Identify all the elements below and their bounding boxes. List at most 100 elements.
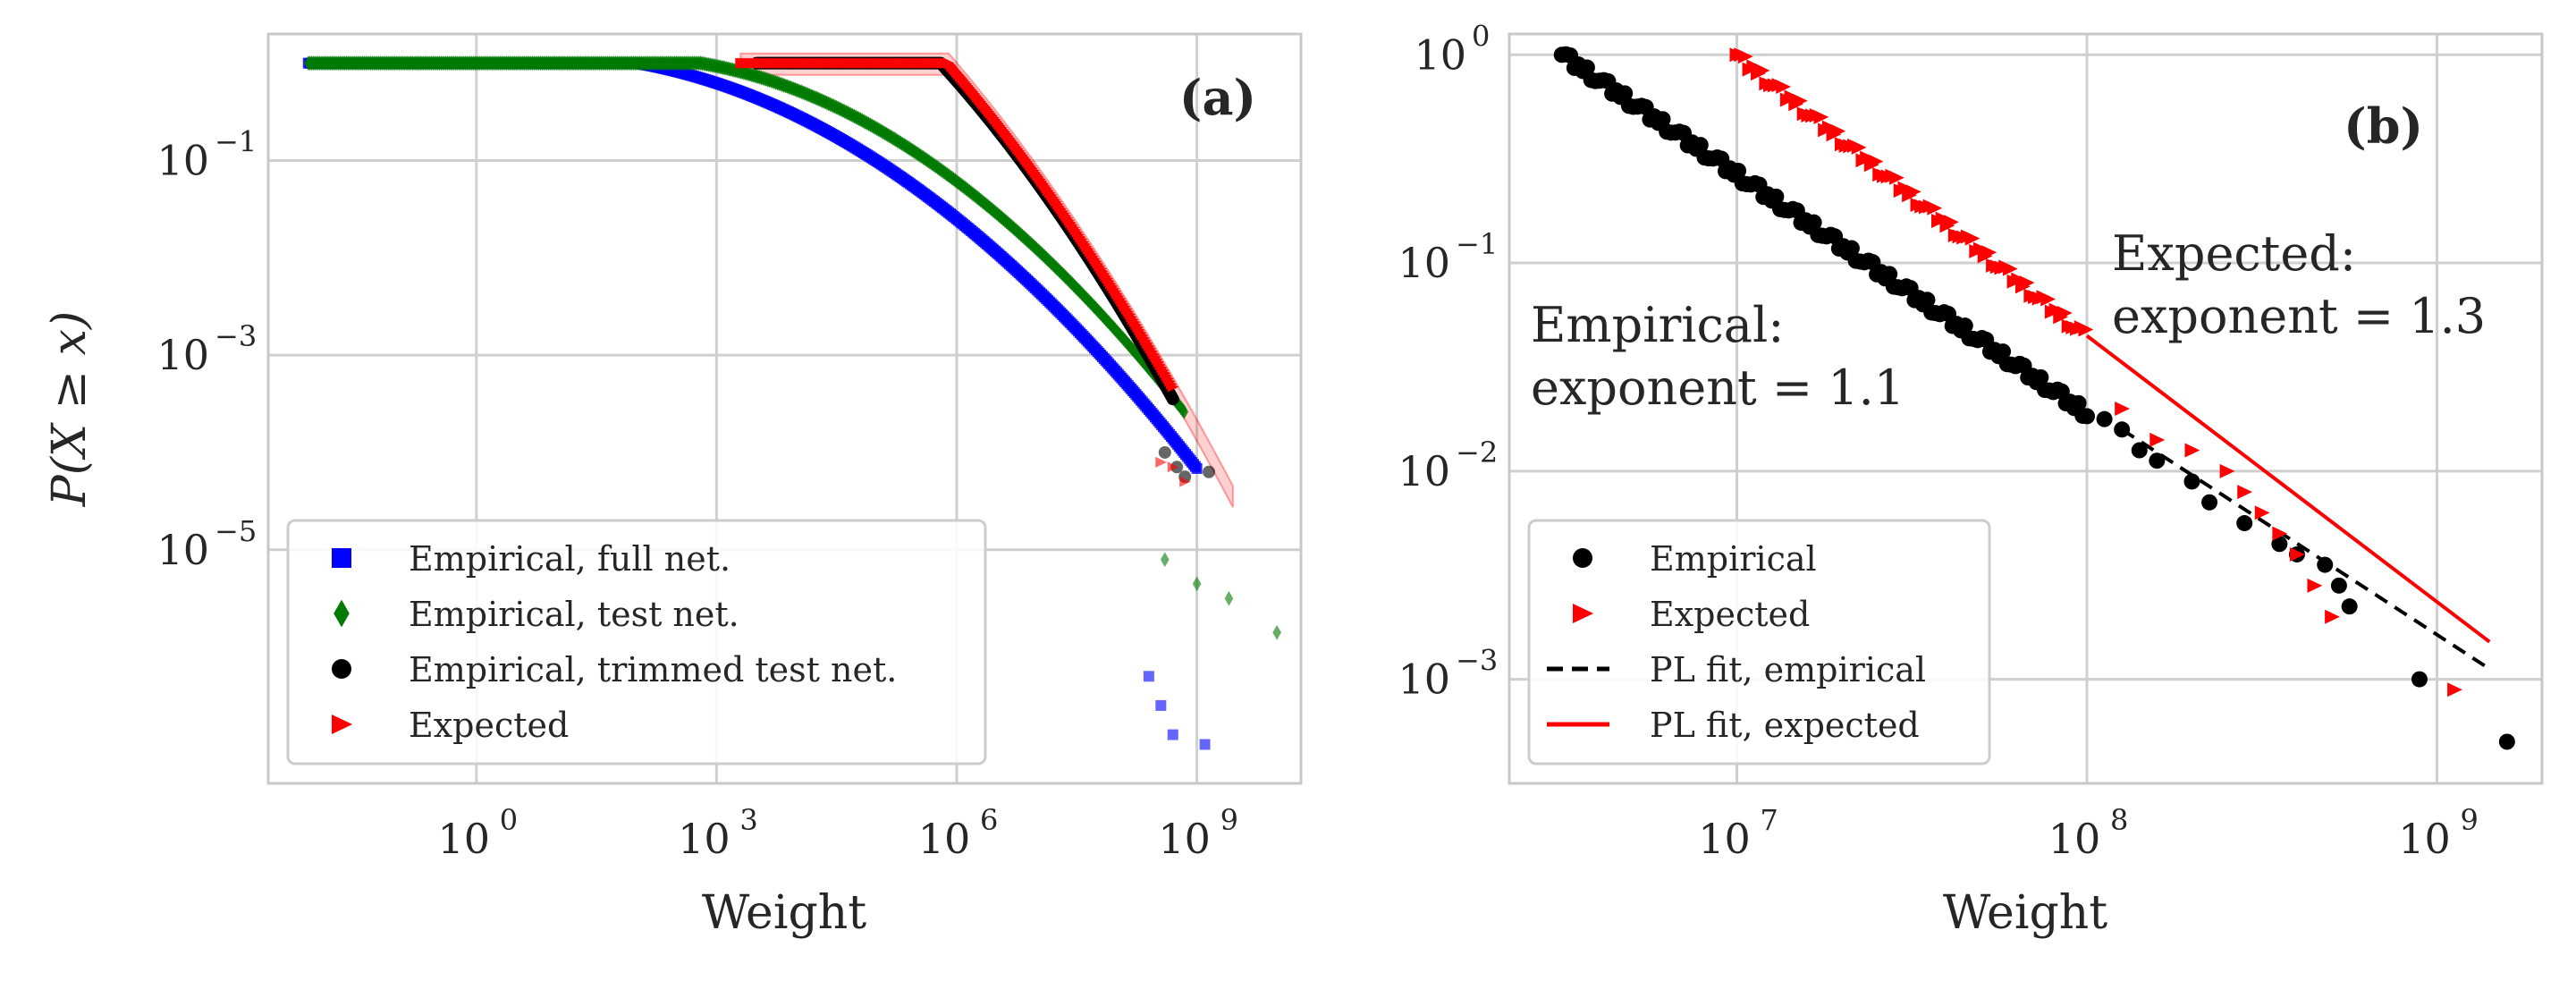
legend-label: PL fit, expected — [1650, 706, 1920, 745]
y-tick-exponent: −1 — [215, 124, 257, 158]
data-point — [1166, 393, 1179, 406]
legend-label: Expected — [409, 706, 569, 745]
x-tick-label: 10 — [438, 815, 491, 863]
data-point — [1730, 162, 1747, 179]
panel-a-frame — [266, 32, 1303, 785]
data-point — [2219, 463, 2235, 478]
data-point — [1935, 211, 1951, 226]
data-point — [1843, 240, 1860, 257]
panel-a-ylabel: P(X ≥ x) — [43, 311, 97, 508]
data-point — [1830, 123, 1846, 139]
data-point — [1964, 231, 1981, 246]
legend-label: Empirical, test net. — [409, 595, 739, 634]
legend-entry: Empirical, test net. — [334, 595, 739, 634]
legend-label: PL fit, empirical — [1650, 650, 1926, 689]
panel-b-frame — [1508, 32, 2544, 785]
series-expected — [1729, 47, 2462, 698]
data-point — [1746, 59, 1762, 74]
series-empirical-test-net- — [303, 55, 1281, 640]
series-empirical — [1553, 46, 2515, 750]
legend-box — [286, 519, 987, 765]
data-point — [1272, 624, 1281, 640]
legend-label: Empirical, trimmed test net. — [409, 650, 897, 689]
legend-box — [1527, 519, 1991, 765]
legend-marker-swatch — [332, 715, 353, 734]
x-tick-exponent: 9 — [2461, 803, 2479, 837]
data-point — [2271, 536, 2288, 553]
x-tick-label: 10 — [918, 815, 971, 863]
data-point — [1868, 154, 1884, 169]
data-point — [1813, 109, 1829, 124]
data-point — [1784, 89, 1800, 105]
data-point — [1692, 137, 1709, 154]
data-point — [1158, 445, 1171, 459]
legend-entry: PL fit, empirical — [1547, 650, 1926, 689]
data-point — [2498, 733, 2515, 750]
data-point — [2289, 546, 2305, 562]
series-expected — [735, 57, 1191, 487]
y-tick-exponent: −3 — [1456, 644, 1498, 678]
legend-entry: Expected — [1573, 595, 1810, 634]
data-point — [2447, 682, 2462, 698]
x-tick-label: 10 — [678, 815, 731, 863]
data-point — [1737, 49, 1753, 64]
legend-entry: PL fit, expected — [1547, 706, 1920, 745]
data-point — [1821, 120, 1837, 135]
panel-b-tick-labels: 10 7 10 8 10 910 010 −110 −210 −3 — [1398, 19, 2478, 863]
y-tick-exponent: −5 — [215, 514, 257, 548]
panel-a-legend: Empirical, full net. Empirical, test net.… — [286, 519, 987, 765]
data-point — [2131, 442, 2148, 459]
legend-marker-swatch — [332, 659, 351, 679]
data-point — [1191, 462, 1203, 474]
panel-a-data-marks — [302, 55, 1281, 750]
data-point — [1167, 381, 1179, 393]
data-point — [2272, 526, 2288, 541]
data-point — [2070, 394, 2087, 411]
x-tick-label: 10 — [2398, 815, 2451, 863]
panel-b-legend: Empirical Expected PL fit, empirical PL fit… — [1527, 519, 1991, 765]
data-point — [2115, 402, 2130, 416]
data-point — [1167, 729, 1178, 740]
y-tick-exponent: 0 — [1472, 19, 1490, 53]
data-point — [2149, 452, 2166, 469]
data-point — [1919, 292, 1936, 309]
panel-b-empirical-label-line2: exponent = 1.1 — [1531, 359, 1905, 416]
fit-line-pl-fit-expected — [2085, 334, 2491, 644]
y-tick-exponent: −3 — [215, 319, 257, 353]
data-point — [1956, 317, 1973, 334]
data-point — [1754, 63, 1770, 78]
legend-marker-swatch — [334, 599, 350, 628]
data-point — [1860, 150, 1875, 165]
data-point — [2183, 473, 2200, 490]
panel-b-annotation: (b) — [2344, 97, 2423, 155]
x-tick-label: 10 — [1698, 815, 1751, 863]
x-tick-exponent: 0 — [500, 803, 518, 837]
panel-b-data-marks — [1553, 46, 2515, 750]
data-point — [2330, 577, 2347, 594]
y-tick-label: 10 — [156, 331, 209, 379]
data-point — [2079, 408, 2096, 425]
y-tick-label: 10 — [1398, 655, 1450, 704]
data-point — [2237, 485, 2253, 500]
data-point — [1167, 461, 1179, 473]
x-tick-exponent: 8 — [2110, 803, 2128, 837]
data-point — [1160, 552, 1170, 568]
data-point — [2307, 578, 2323, 593]
data-point — [1143, 671, 1154, 682]
panel-a-xlabel: Weight — [702, 886, 866, 940]
x-tick-label: 10 — [2048, 815, 2101, 863]
data-point — [2236, 515, 2253, 532]
data-point — [1851, 140, 1867, 155]
data-point — [1776, 80, 1791, 95]
legend-entry: Empirical, trimmed test net. — [332, 650, 897, 689]
panel-b-xlabel: Weight — [1943, 886, 2107, 940]
data-point — [2032, 368, 2049, 385]
data-point — [1792, 93, 1808, 108]
data-point — [1199, 739, 1211, 750]
data-point — [2114, 421, 2131, 438]
data-point — [1881, 266, 1898, 283]
data-point — [2078, 322, 2094, 337]
panel-a-annotation: (a) — [1179, 69, 1256, 126]
data-point — [1224, 590, 1234, 606]
